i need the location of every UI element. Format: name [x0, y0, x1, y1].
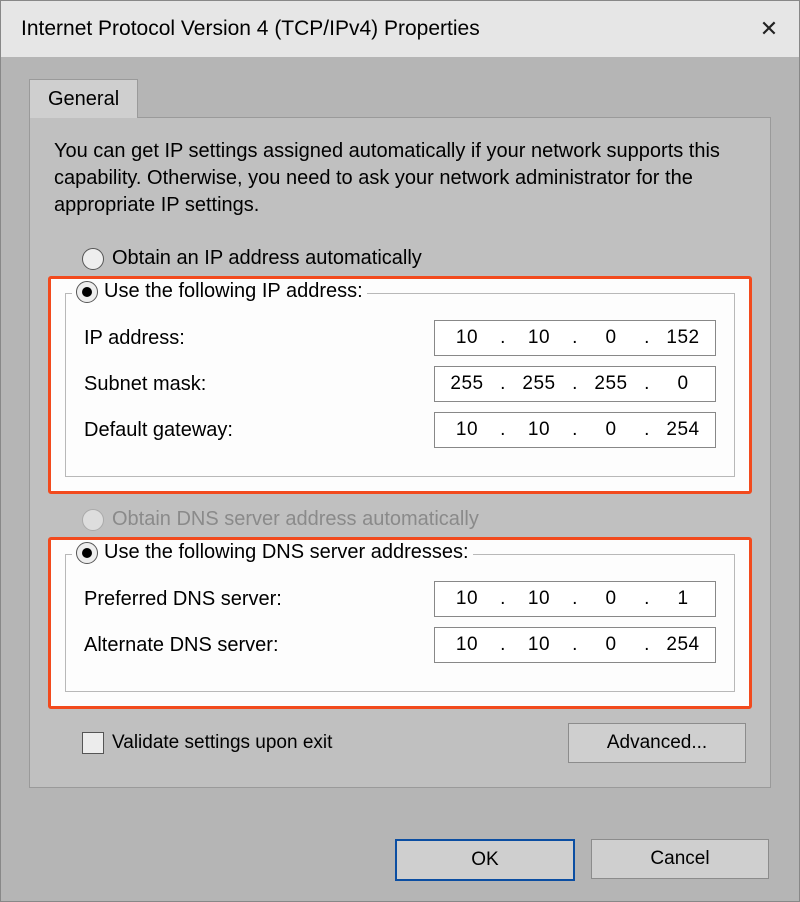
dns-auto-option: Obtain DNS server address automatically [82, 508, 746, 531]
ip-address-input[interactable]: 10. 10. 0. 152 [434, 320, 716, 356]
validate-checkbox[interactable] [82, 732, 104, 754]
ip-manual-highlight: Use the following IP address: IP address… [48, 276, 752, 494]
radio-icon [82, 248, 104, 270]
dns-manual-label: Use the following DNS server addresses: [104, 541, 469, 564]
cancel-button[interactable]: Cancel [591, 839, 769, 879]
dns-auto-label: Obtain DNS server address automatically [112, 508, 479, 531]
validate-label: Validate settings upon exit [112, 732, 332, 754]
preferred-dns-label: Preferred DNS server: [84, 588, 434, 611]
dns-manual-highlight: Use the following DNS server addresses: … [48, 537, 752, 709]
alternate-dns-input[interactable]: 10. 10. 0. 254 [434, 627, 716, 663]
footer-buttons: OK Cancel [395, 839, 769, 881]
ip-auto-label: Obtain an IP address automatically [112, 247, 422, 270]
alternate-dns-label: Alternate DNS server: [84, 634, 434, 657]
ip-manual-fieldset: Use the following IP address: IP address… [65, 293, 735, 477]
default-gateway-row: Default gateway: 10. 10. 0. 254 [84, 412, 716, 448]
close-icon: ✕ [760, 16, 778, 42]
bottom-row: Validate settings upon exit Advanced... [82, 723, 746, 763]
dns-manual-fieldset: Use the following DNS server addresses: … [65, 554, 735, 692]
ip-address-label: IP address: [84, 327, 434, 350]
radio-icon [76, 542, 98, 564]
radio-icon [82, 509, 104, 531]
alternate-dns-row: Alternate DNS server: 10. 10. 0. 254 [84, 627, 716, 663]
tabstrip: General [29, 79, 799, 117]
default-gateway-input[interactable]: 10. 10. 0. 254 [434, 412, 716, 448]
ip-manual-label: Use the following IP address: [104, 280, 363, 303]
preferred-dns-input[interactable]: 10. 10. 0. 1 [434, 581, 716, 617]
ip-auto-option[interactable]: Obtain an IP address automatically [82, 247, 746, 270]
subnet-mask-label: Subnet mask: [84, 373, 434, 396]
dns-manual-option[interactable]: Use the following DNS server addresses: [72, 541, 473, 564]
window-title: Internet Protocol Version 4 (TCP/IPv4) P… [21, 17, 743, 41]
ip-manual-option[interactable]: Use the following IP address: [72, 280, 367, 303]
subnet-mask-input[interactable]: 255. 255. 255. 0 [434, 366, 716, 402]
subnet-mask-row: Subnet mask: 255. 255. 255. 0 [84, 366, 716, 402]
ipv4-properties-dialog: Internet Protocol Version 4 (TCP/IPv4) P… [0, 0, 800, 902]
general-panel: You can get IP settings assigned automat… [29, 117, 771, 788]
tab-general[interactable]: General [29, 79, 138, 118]
radio-icon [76, 281, 98, 303]
advanced-button[interactable]: Advanced... [568, 723, 746, 763]
close-button[interactable]: ✕ [743, 1, 795, 57]
default-gateway-label: Default gateway: [84, 419, 434, 442]
description-text: You can get IP settings assigned automat… [54, 138, 746, 219]
tab-label: General [48, 88, 119, 111]
ok-button[interactable]: OK [395, 839, 575, 881]
titlebar: Internet Protocol Version 4 (TCP/IPv4) P… [1, 1, 799, 57]
ip-address-row: IP address: 10. 10. 0. 152 [84, 320, 716, 356]
preferred-dns-row: Preferred DNS server: 10. 10. 0. 1 [84, 581, 716, 617]
